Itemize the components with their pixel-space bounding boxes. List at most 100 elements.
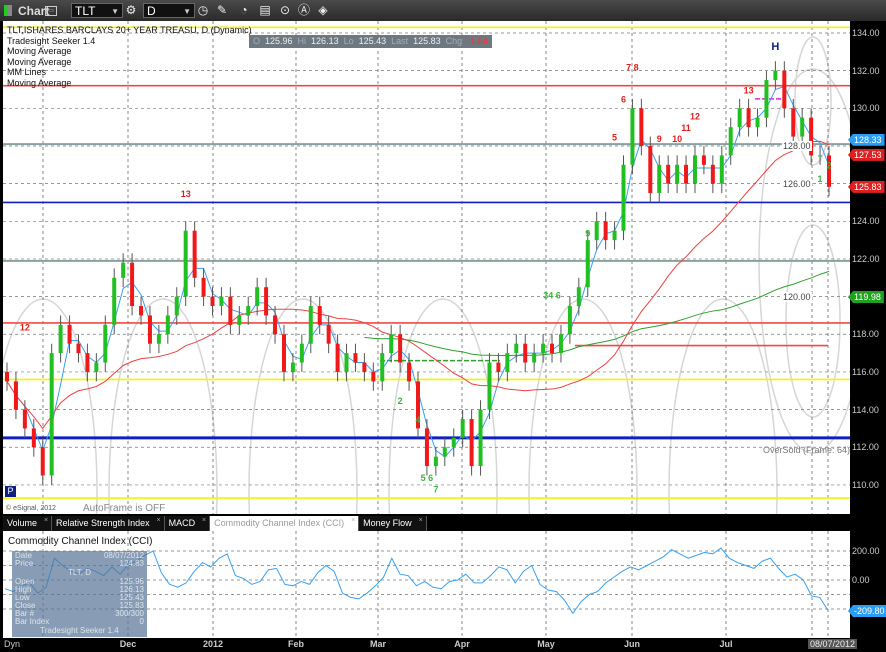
date-axis[interactable] xyxy=(3,638,850,652)
candle-body xyxy=(264,287,269,316)
candle-body xyxy=(827,155,831,187)
candle-body xyxy=(692,155,697,184)
interval-select[interactable]: D ▼ xyxy=(143,3,195,18)
high-label: Hi xyxy=(297,36,307,46)
date-label: Dec xyxy=(119,639,137,649)
candle-body xyxy=(246,306,251,316)
tooltip-value: 08/07/2012 xyxy=(103,551,144,560)
gear-icon[interactable]: ⚙ xyxy=(125,3,137,17)
legend-item[interactable]: Moving Average xyxy=(7,77,72,88)
tab-rsi[interactable]: Relative Strength Index × xyxy=(52,516,165,531)
candle-body xyxy=(389,334,394,354)
tooltip-key: Price xyxy=(15,559,34,568)
alert-icon[interactable]: Ⓐ xyxy=(297,3,310,17)
tab-volume[interactable]: Volume × xyxy=(3,516,53,531)
candle-body xyxy=(5,371,9,382)
title-toolbar: Chart ▭ TLT ▼ ⚙ D ▼ ◷ ✎ ◔ ▤ ⊙ Ⓐ ◈ xyxy=(0,0,886,22)
legend-item[interactable]: Moving Average xyxy=(7,46,72,56)
low-value: 125.43 xyxy=(358,36,387,46)
seeker-annotation: 7 8 xyxy=(626,63,639,73)
study-icon[interactable]: ◔ xyxy=(240,3,248,17)
candle-body xyxy=(505,353,510,372)
close-icon[interactable]: × xyxy=(418,517,423,524)
candle-body xyxy=(648,145,653,194)
candle-body xyxy=(773,70,778,81)
cci-tick: 0.00 xyxy=(852,575,870,585)
eraser-icon[interactable]: ◈ xyxy=(318,3,328,17)
window-title: Chart xyxy=(18,4,50,18)
legend-item[interactable]: Tradesight Seeker 1.4 xyxy=(7,35,96,46)
candle-body xyxy=(165,315,170,335)
price-tick: 118.00 xyxy=(852,329,879,340)
candle-body xyxy=(183,230,188,297)
candle-body xyxy=(255,287,260,307)
tooltip-value: 125.96 xyxy=(119,577,144,586)
template-icon[interactable]: ▤ xyxy=(259,3,271,17)
last-label: Last xyxy=(391,36,409,46)
candle-body xyxy=(684,164,689,184)
candle-body xyxy=(585,240,590,288)
candle-body xyxy=(442,447,447,457)
candle-body xyxy=(621,164,626,231)
legend-item[interactable]: TLT,ISHARES BARCLAYS 20+ YEAR TREASU, D … xyxy=(7,25,252,35)
clock-icon[interactable]: ◷ xyxy=(197,3,209,17)
date-label: Mar xyxy=(369,639,387,649)
close-icon[interactable]: × xyxy=(43,517,49,524)
cursor-date: 08/07/2012 xyxy=(808,639,858,649)
price-tick: 134.00 xyxy=(852,28,880,38)
pencil-icon[interactable]: ✎ xyxy=(216,3,228,17)
play-icon[interactable]: ⊙ xyxy=(279,3,291,17)
tooltip-key: Close xyxy=(15,601,36,610)
tooltip-row: Price 124.83 xyxy=(15,560,144,568)
ma-slow-line xyxy=(364,270,830,357)
price-badge: 127.53 xyxy=(848,148,885,161)
seeker-annotation: 11 xyxy=(681,123,691,133)
candle-body xyxy=(657,164,662,194)
candle-body xyxy=(40,447,45,476)
candle-body xyxy=(701,155,706,165)
close-icon[interactable]: × xyxy=(156,517,161,524)
candle-body xyxy=(791,108,796,137)
tab-money-flow[interactable]: Money Flow × xyxy=(359,516,427,531)
tab-cci[interactable]: Commodity Channel Index (CCI) × xyxy=(210,516,360,531)
link-icon[interactable]: ▭ xyxy=(45,6,57,16)
seeker-annotation: 34 6 xyxy=(543,291,561,301)
seeker-annotation: 13 xyxy=(181,189,191,199)
price-tick: 132.00 xyxy=(852,65,880,76)
candle-body xyxy=(335,343,340,372)
close-icon[interactable]: × xyxy=(351,517,356,524)
candle-body xyxy=(728,127,733,156)
candle-body xyxy=(308,306,313,344)
tooltip-center: TLT, D xyxy=(15,569,144,577)
candle-body xyxy=(344,353,349,372)
price-tick: 120.00 xyxy=(782,291,812,302)
legend-item[interactable]: Moving Average xyxy=(7,56,72,67)
close-icon[interactable]: × xyxy=(202,517,207,524)
symbol-select[interactable]: TLT ▼ xyxy=(71,3,123,18)
candle-body xyxy=(237,315,242,325)
high-value: 126.13 xyxy=(311,36,339,46)
legend-item[interactable]: MM Lines xyxy=(7,67,47,77)
date-label: Feb xyxy=(287,639,305,649)
candle-body xyxy=(639,108,644,146)
candle-body xyxy=(755,117,760,128)
candle-body xyxy=(22,409,27,429)
date-label: Apr xyxy=(454,639,470,649)
seeker-annotation: 12 xyxy=(690,111,700,121)
tab-label: Relative Strength Index xyxy=(56,518,150,528)
p-marker[interactable]: P xyxy=(5,486,16,497)
candle-body xyxy=(103,324,108,363)
candle-body xyxy=(156,334,161,344)
tab-label: MACD xyxy=(168,518,196,528)
price-tick: 128.00 xyxy=(782,140,812,151)
candle-body xyxy=(514,343,519,354)
autoframe-status: AutoFrame is OFF xyxy=(83,503,166,514)
price-axis[interactable] xyxy=(850,21,886,514)
candle-body xyxy=(532,353,537,363)
tooltip-footer: Tradesight Seeker 1.4 xyxy=(15,627,144,635)
tab-macd[interactable]: MACD × xyxy=(164,516,211,531)
background-arc xyxy=(108,298,218,652)
tooltip-row: Bar # 300/300 xyxy=(15,610,144,618)
